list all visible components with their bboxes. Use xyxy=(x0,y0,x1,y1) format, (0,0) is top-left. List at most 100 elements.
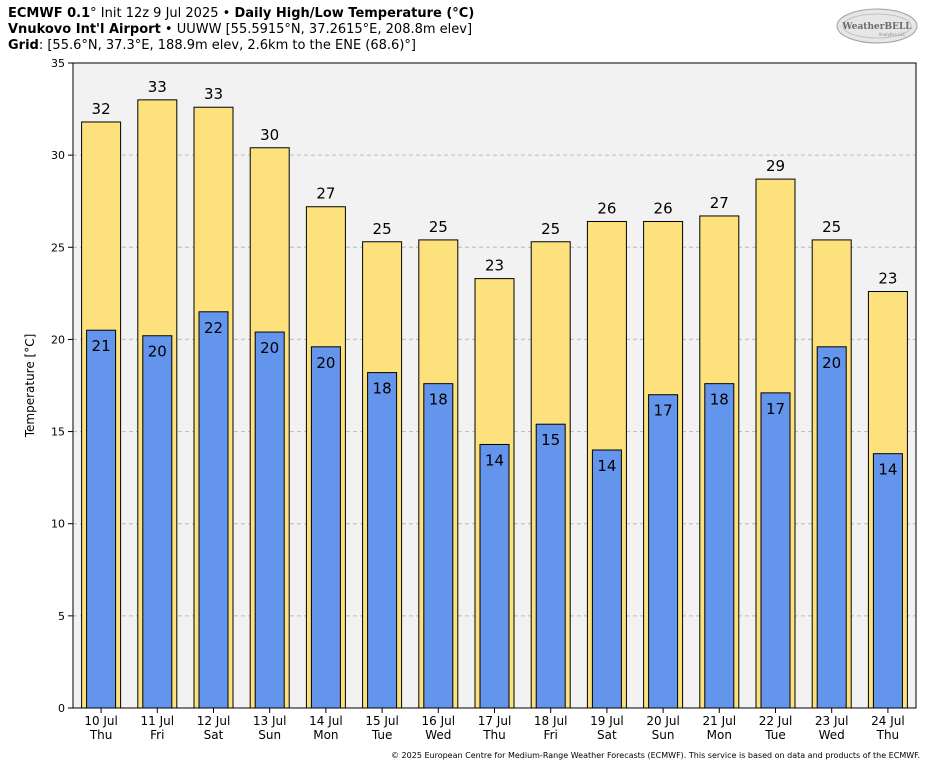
y-tick-label: 15 xyxy=(51,426,65,439)
x-tick-day: Tue xyxy=(764,728,786,742)
low-temp-label: 18 xyxy=(373,380,392,398)
high-temp-label: 23 xyxy=(878,270,897,288)
low-temp-label: 20 xyxy=(316,354,335,372)
weatherbell-logo: WeatherBELL Analytics LLC xyxy=(836,8,918,44)
x-tick-date: 21 Jul xyxy=(703,714,737,728)
high-temp-label: 26 xyxy=(597,199,616,217)
model-degree: ° xyxy=(90,6,97,21)
low-temp-label: 18 xyxy=(429,391,448,409)
high-temp-label: 27 xyxy=(316,185,335,203)
high-temp-label: 25 xyxy=(373,220,392,238)
x-tick-day: Sat xyxy=(597,728,617,742)
station-line: Vnukovo Int'l Airport • UUWW [55.5915°N,… xyxy=(8,22,472,38)
low-temp-bar xyxy=(704,383,735,709)
low-temp-bar xyxy=(423,383,454,709)
low-temp-label: 20 xyxy=(260,339,279,357)
low-temp-bar xyxy=(479,443,510,709)
high-temp-label: 33 xyxy=(148,78,167,96)
x-tick-day: Fri xyxy=(544,728,558,742)
x-tick-date: 14 Jul xyxy=(309,714,343,728)
grid-label: Grid xyxy=(8,38,39,53)
x-tick-day: Thu xyxy=(482,728,506,742)
x-tick-date: 18 Jul xyxy=(534,714,568,728)
low-temp-bar xyxy=(367,372,398,709)
low-temp-bar xyxy=(535,423,566,709)
x-tick-day: Wed xyxy=(819,728,845,742)
station-details: UUWW [55.5915°N, 37.2615°E, 208.8m elev] xyxy=(176,22,473,37)
high-temp-label: 33 xyxy=(204,85,223,103)
high-temp-label: 32 xyxy=(92,100,111,118)
x-tick-day: Thu xyxy=(876,728,900,742)
init-time: Init 12z 9 Jul 2025 xyxy=(96,6,219,21)
low-temp-bar xyxy=(816,346,847,709)
logo-text: WeatherBELL xyxy=(841,22,912,32)
high-temp-label: 25 xyxy=(822,218,841,236)
x-tick-date: 17 Jul xyxy=(478,714,512,728)
station-separator: • xyxy=(160,22,177,37)
y-tick-label: 20 xyxy=(51,333,65,346)
low-temp-label: 20 xyxy=(822,354,841,372)
low-temp-bar xyxy=(591,449,622,709)
x-tick-day: Thu xyxy=(89,728,113,742)
x-tick-date: 11 Jul xyxy=(141,714,175,728)
low-temp-label: 17 xyxy=(766,400,785,418)
station-name: Vnukovo Int'l Airport xyxy=(8,22,161,37)
high-temp-label: 25 xyxy=(541,220,560,238)
y-tick-label: 0 xyxy=(58,702,65,715)
x-tick-date: 22 Jul xyxy=(759,714,793,728)
high-temp-label: 25 xyxy=(429,218,448,236)
y-tick-label: 5 xyxy=(58,610,65,623)
model-name: ECMWF 0.1 xyxy=(8,6,91,21)
x-tick-day: Wed xyxy=(425,728,451,742)
x-tick-day: Sun xyxy=(258,728,281,742)
x-tick-date: 12 Jul xyxy=(197,714,231,728)
product-name: Daily High/Low Temperature (°C) xyxy=(234,6,475,21)
low-temp-bar xyxy=(872,453,903,709)
low-temp-bar xyxy=(142,335,173,709)
x-tick-date: 15 Jul xyxy=(365,714,399,728)
low-temp-label: 15 xyxy=(541,431,560,449)
low-temp-bar xyxy=(198,311,229,709)
x-tick-day: Fri xyxy=(150,728,164,742)
x-tick-date: 20 Jul xyxy=(646,714,680,728)
low-temp-label: 14 xyxy=(878,461,897,479)
x-tick-date: 16 Jul xyxy=(422,714,456,728)
x-tick-date: 23 Jul xyxy=(815,714,849,728)
high-temp-label: 30 xyxy=(260,126,279,144)
low-temp-label: 18 xyxy=(710,391,729,409)
low-temp-bar xyxy=(86,329,117,709)
x-tick-day: Sat xyxy=(204,728,224,742)
high-temp-label: 29 xyxy=(766,157,785,175)
x-tick-day: Tue xyxy=(371,728,393,742)
low-temp-bar xyxy=(760,392,791,709)
low-temp-label: 21 xyxy=(92,337,111,355)
y-tick-label: 35 xyxy=(51,57,65,70)
logo-subtext: Analytics LLC xyxy=(879,32,906,37)
y-tick-label: 25 xyxy=(51,241,65,254)
low-temp-label: 20 xyxy=(148,343,167,361)
grid-details: : [55.6°N, 37.3°E, 188.9m elev, 2.6km to… xyxy=(38,38,416,53)
chart-title-line: ECMWF 0.1° Init 12z 9 Jul 2025 • Daily H… xyxy=(8,6,474,22)
x-tick-date: 13 Jul xyxy=(253,714,287,728)
copyright-footer: © 2025 European Centre for Medium-Range … xyxy=(391,751,920,760)
y-tick-label: 30 xyxy=(51,149,65,162)
high-temp-label: 26 xyxy=(654,199,673,217)
title-separator: • xyxy=(218,6,235,21)
high-temp-label: 27 xyxy=(710,194,729,212)
grid-line: Grid: [55.6°N, 37.3°E, 188.9m elev, 2.6k… xyxy=(8,38,416,54)
y-tick-label: 10 xyxy=(51,518,65,531)
low-temp-bar xyxy=(254,331,285,709)
low-temp-label: 14 xyxy=(485,451,504,469)
low-temp-label: 22 xyxy=(204,319,223,337)
low-temp-label: 14 xyxy=(597,457,616,475)
x-tick-day: Sun xyxy=(652,728,675,742)
low-temp-bar xyxy=(310,346,341,709)
high-temp-label: 23 xyxy=(485,257,504,275)
plot-frame xyxy=(72,62,917,709)
y-axis-label: Temperature [°C] xyxy=(23,334,37,439)
x-tick-date: 10 Jul xyxy=(84,714,118,728)
low-temp-label: 17 xyxy=(654,402,673,420)
x-tick-date: 24 Jul xyxy=(871,714,905,728)
x-tick-day: Mon xyxy=(313,728,338,742)
